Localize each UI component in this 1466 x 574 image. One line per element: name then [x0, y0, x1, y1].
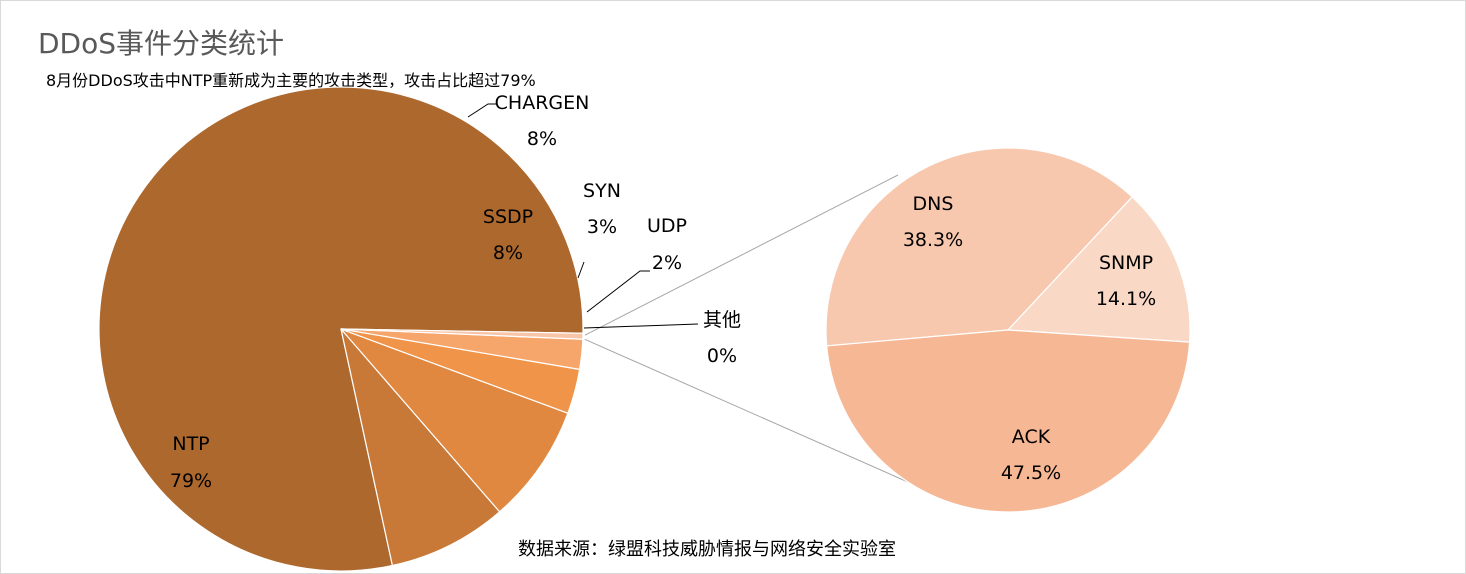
detail-pie-slice-snmp [1006, 196, 1191, 343]
main-pie-slice-other-5 [340, 328, 584, 340]
main-label-syn-value: 3% [587, 216, 617, 238]
connector-line-bottom [584, 338, 927, 491]
main-label-ssdp-name: SSDP [483, 206, 533, 228]
detail-label-ack-name: ACK [1012, 426, 1051, 448]
chart-title: DDoS事件分类统计 [38, 27, 285, 60]
main-pie-slice-ssdp [340, 328, 569, 513]
main-label-ssdp-value: 8% [493, 242, 523, 264]
leader-line-udp [586, 270, 650, 313]
main-label-udp-value: 2% [652, 252, 682, 274]
main-pie-slice-chargen [340, 328, 501, 567]
chart-source: 数据来源：绿盟科技威胁情报与网络安全实验室 [518, 539, 896, 560]
leader-line-chargen [467, 103, 496, 118]
detail-label-dns-value: 38.3% [903, 229, 963, 251]
main-label-ntp-value: 79% [170, 470, 212, 492]
detail-pie-slice-dns [825, 147, 1134, 347]
connector-line-top [584, 174, 899, 336]
main-label-chargen-value: 8% [527, 128, 557, 150]
leader-line-other [583, 323, 699, 329]
detail-label-snmp-value: 14.1% [1096, 288, 1156, 310]
main-label-syn-name: SYN [583, 180, 621, 202]
detail-pie [825, 147, 1191, 513]
pie-connectors [584, 174, 927, 491]
main-label-chargen-name: CHARGEN [495, 92, 590, 114]
main-label-udp-name: UDP [647, 215, 687, 237]
chart-subtitle: 8月份DDoS攻击中NTP重新成为主要的攻击类型，攻击占比超过79% [46, 71, 536, 90]
main-pie [98, 86, 584, 572]
leader-line-syn [577, 261, 585, 279]
slice-labels: NTP 79% CHARGEN 8% SSDP 8% SYN 3% UDP 2% 其他 0% DNS 38… [170, 92, 1156, 492]
main-label-other-5-name: 其他 [703, 309, 741, 331]
detail-label-ack-value: 47.5% [1001, 462, 1061, 484]
detail-pie-slice-ack [826, 329, 1191, 513]
main-label-other-5-value: 0% [707, 345, 737, 367]
detail-label-snmp-name: SNMP [1099, 252, 1153, 274]
detail-label-dns-name: DNS [913, 193, 954, 215]
main-label-ntp-name: NTP [172, 433, 209, 455]
